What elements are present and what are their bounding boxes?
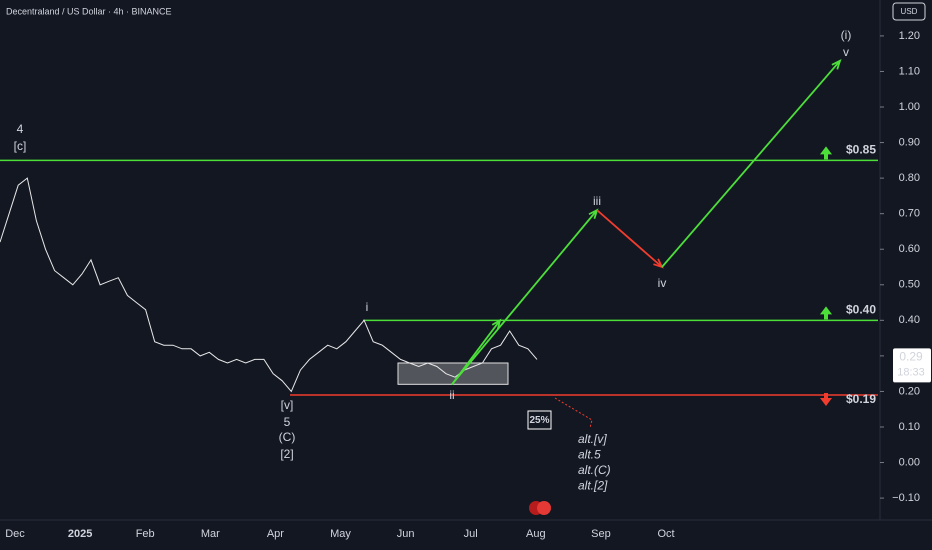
y-tick-label: 0.70 xyxy=(899,208,920,220)
x-tick-label: May xyxy=(330,528,351,540)
y-tick-label: 0.20 xyxy=(899,385,920,397)
x-tick-label: Oct xyxy=(657,528,674,540)
wave-label: [2] xyxy=(280,447,293,461)
price-line xyxy=(0,177,538,393)
x-tick-label: Jun xyxy=(397,528,415,540)
wave-label: 4 xyxy=(17,122,24,136)
alt-path xyxy=(554,397,593,429)
level-arrow xyxy=(820,146,832,160)
currency-box[interactable] xyxy=(892,2,926,21)
projection-leg-head xyxy=(831,59,842,70)
projection-leg xyxy=(451,209,598,385)
x-tick-label: Dec xyxy=(5,528,25,540)
last-price-box xyxy=(893,348,931,383)
y-tick-label: 0.10 xyxy=(899,421,920,433)
x-tick-label: Feb xyxy=(136,528,155,540)
level-arrow xyxy=(820,306,832,320)
currency: USD xyxy=(901,7,918,16)
y-tick-label: 0.90 xyxy=(899,136,920,148)
level-label: $0.19 xyxy=(846,392,876,406)
wave-label: [c] xyxy=(14,139,27,153)
projection-leg xyxy=(661,60,841,268)
projection-leg xyxy=(596,209,663,268)
breakout-arrow-head xyxy=(491,318,502,330)
y-tick-label: 0.80 xyxy=(899,172,920,184)
level-label: $0.40 xyxy=(846,302,876,316)
y-tick-label: −0.10 xyxy=(892,492,920,504)
x-tick-label: Apr xyxy=(267,528,284,540)
countdown: 18:33 xyxy=(897,366,925,378)
range-box xyxy=(397,362,509,385)
alt-label: alt.(C) xyxy=(578,463,611,477)
alt-label: alt.5 xyxy=(578,448,601,462)
probability-box xyxy=(527,410,552,430)
wave-label: (i) xyxy=(841,28,852,42)
wave-label: (C) xyxy=(279,430,296,444)
x-tick-label: Sep xyxy=(591,528,611,540)
x-tick-label: Aug xyxy=(526,528,546,540)
wave-label: 5 xyxy=(284,415,291,429)
level-arrow xyxy=(820,392,832,406)
y-tick-label: 1.10 xyxy=(899,65,920,77)
wave-label: iii xyxy=(593,194,601,208)
y-tick-label: 0.00 xyxy=(899,456,920,468)
y-tick-label: 1.20 xyxy=(899,30,920,42)
wave-label: [v] xyxy=(281,398,294,412)
wave-label: v xyxy=(843,45,849,59)
x-tick-label: Jul xyxy=(464,528,478,540)
wave-label: iv xyxy=(658,276,667,290)
y-tick-label: 0.40 xyxy=(899,314,920,326)
level-label: $0.85 xyxy=(846,143,876,157)
wave-label: i xyxy=(366,300,369,314)
y-tick-label: 1.00 xyxy=(899,101,920,113)
wave-label: ii xyxy=(449,388,454,402)
y-tick-label: 0.60 xyxy=(899,243,920,255)
x-tick-label: 2025 xyxy=(68,528,92,540)
logo xyxy=(529,501,551,515)
chart-title: Decentraland / US Dollar · 4h · BINANCE xyxy=(6,6,172,16)
last-price: 0.29 xyxy=(899,350,923,364)
alt-label: alt.[v] xyxy=(578,432,607,446)
probability: 25% xyxy=(529,415,549,426)
alt-label: alt.[2] xyxy=(578,479,608,493)
y-tick-label: 0.50 xyxy=(899,279,920,291)
x-tick-label: Mar xyxy=(201,528,220,540)
